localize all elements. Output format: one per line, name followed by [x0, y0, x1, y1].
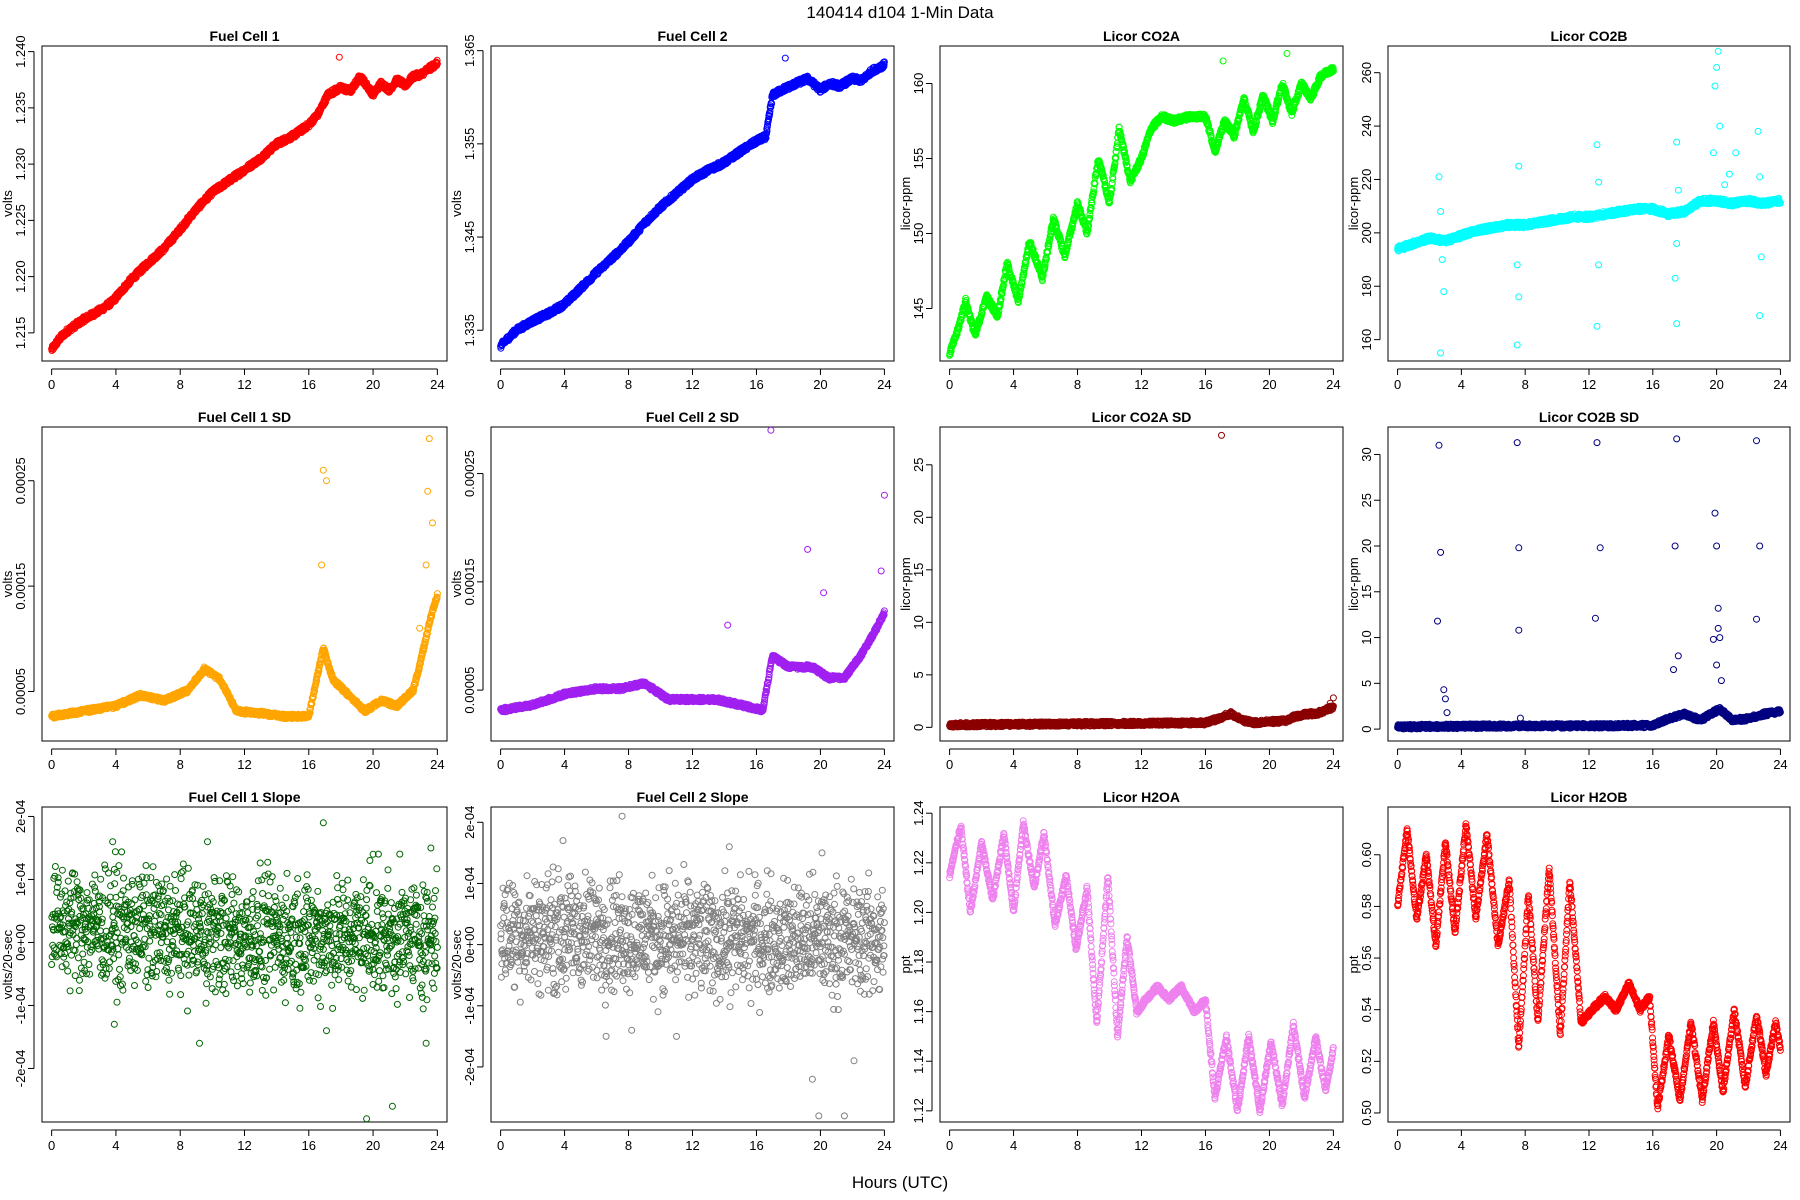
y-tick-label: 1.345 [462, 221, 477, 254]
x-tick-label: 0 [1394, 377, 1401, 392]
x-tick-label: 20 [366, 377, 380, 392]
y-tick-label: 200 [1359, 222, 1374, 244]
x-tick-label: 4 [1010, 377, 1017, 392]
x-tick-label: 8 [1522, 377, 1529, 392]
panel-title: Licor CO2B [1550, 28, 1627, 44]
x-tick-label: 16 [302, 377, 316, 392]
y-axis: 145 150 155 160 [911, 73, 933, 320]
y-axis: 1.335 1.345 1.355 1.365 [462, 34, 484, 347]
x-tick-label: 24 [877, 377, 891, 392]
y-tick-label: 1.215 [13, 317, 28, 350]
outlier-point [335, 53, 343, 61]
outlier-point [1283, 50, 1291, 57]
x-tick-label: 16 [1646, 377, 1660, 392]
x-tick-label: 12 [1582, 377, 1596, 392]
series-points [497, 54, 888, 352]
x-tick-label: 12 [1134, 377, 1148, 392]
x-tick-label: 12 [685, 377, 699, 392]
x-axis: 0 4 8 12 16 20 24 [48, 368, 445, 392]
panel-title: Fuel Cell 1 [209, 28, 279, 44]
y-axis: 160 180 200 220 240 260 [1359, 62, 1381, 351]
series-points [946, 50, 1337, 359]
y-tick-label: 160 [911, 73, 926, 95]
series-points [48, 53, 441, 354]
x-tick-label: 4 [1458, 377, 1465, 392]
series-points [1394, 47, 1784, 357]
figure-title: 140414 d104 1-Min Data [806, 3, 994, 22]
x-tick-label: 8 [1074, 377, 1081, 392]
y-tick-label: 260 [1359, 62, 1374, 84]
y-tick-label: 180 [1359, 275, 1374, 297]
y-tick-label: 150 [911, 223, 926, 245]
x-tick-label: 20 [1709, 377, 1723, 392]
y-tick-label: 1.365 [462, 34, 477, 67]
x-axis: 0 4 8 12 16 20 24 [1394, 368, 1788, 392]
panel-title: Licor CO2A [1103, 28, 1180, 44]
y-axis: 1.215 1.220 1.225 1.230 1.235 1.240 [13, 35, 35, 350]
y-tick-label: 220 [1359, 169, 1374, 191]
y-tick-label: 160 [1359, 329, 1374, 351]
outlier-point [781, 54, 789, 62]
x-tick-label: 12 [237, 377, 251, 392]
y-tick-label: 1.220 [13, 260, 28, 293]
x-tick-label: 0 [48, 377, 55, 392]
outlier-point [1219, 57, 1227, 65]
x-tick-label: 0 [497, 377, 504, 392]
y-tick-label: 1.335 [462, 314, 477, 347]
x-tick-label: 16 [1198, 377, 1212, 392]
x-tick-label: 24 [1326, 377, 1340, 392]
x-tick-label: 16 [749, 377, 763, 392]
x-tick-label: 4 [112, 377, 119, 392]
plot-frame [41, 45, 448, 362]
x-tick-label: 4 [561, 377, 568, 392]
x-axis: 0 4 8 12 16 20 24 [946, 368, 1341, 392]
x-tick-label: 20 [1262, 377, 1276, 392]
y-tick-label: 1.235 [13, 92, 28, 125]
x-tick-label: 24 [430, 377, 444, 392]
x-axis: 0 4 8 12 16 20 24 [497, 368, 892, 392]
y-axis-label: licor-ppm [898, 177, 913, 230]
y-tick-label: 1.355 [462, 128, 477, 161]
y-axis-label: volts [449, 190, 464, 217]
panel-title: Fuel Cell 2 [657, 28, 727, 44]
x-tick-label: 24 [1773, 377, 1787, 392]
y-tick-label: 145 [911, 298, 926, 320]
x-tick-label: 0 [946, 377, 953, 392]
y-tick-label: 1.225 [13, 204, 28, 237]
y-tick-label: 240 [1359, 115, 1374, 137]
y-tick-label: 1.240 [13, 35, 28, 68]
x-tick-label: 20 [813, 377, 827, 392]
x-tick-label: 8 [177, 377, 184, 392]
y-axis-label: volts [0, 190, 15, 217]
y-tick-label: 1.230 [13, 148, 28, 181]
x-tick-label: 8 [625, 377, 632, 392]
y-tick-label: 155 [911, 148, 926, 170]
